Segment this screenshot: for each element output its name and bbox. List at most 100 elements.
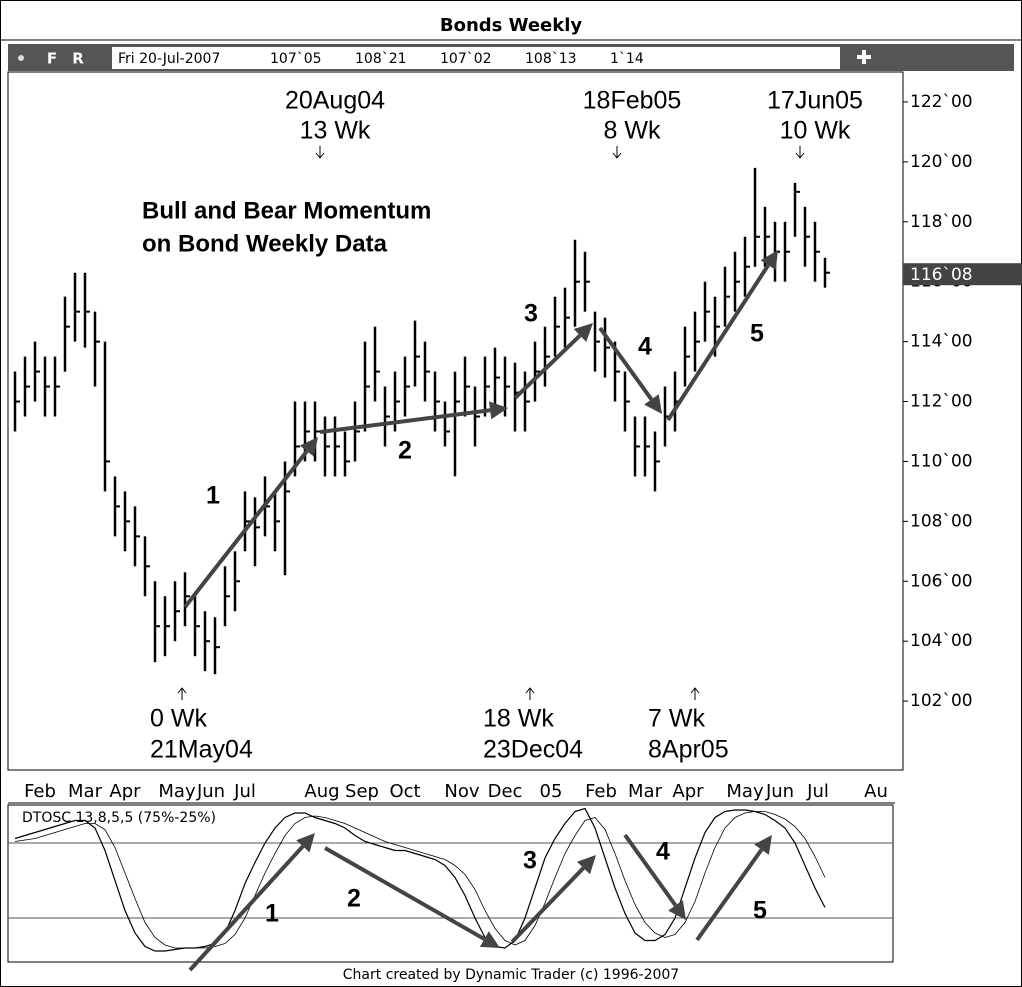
x-tick-label: Jul bbox=[806, 781, 829, 802]
quote-text: 1`14 bbox=[610, 51, 644, 67]
x-tick-label: Dec bbox=[488, 781, 523, 802]
trend-arrow bbox=[510, 866, 585, 944]
annotation: 18Feb05 bbox=[583, 87, 682, 115]
annotation: 18 Wk bbox=[483, 705, 554, 733]
y-tick-label: 108`00 bbox=[910, 511, 973, 531]
quote-text: Fri 20-Jul-2007 bbox=[118, 51, 220, 67]
quote-text: 107`05 bbox=[270, 51, 322, 67]
oscillator-line bbox=[14, 807, 826, 952]
annotation-arrow bbox=[690, 687, 700, 700]
wave-label: 1 bbox=[265, 900, 279, 928]
last-price-box bbox=[903, 263, 1022, 286]
annotation: 17Jun05 bbox=[767, 87, 863, 115]
quote-box bbox=[112, 47, 840, 69]
window-title: Bonds Weekly bbox=[440, 15, 583, 36]
trend-arrow bbox=[319, 408, 491, 434]
x-tick-label: Mar bbox=[628, 781, 663, 802]
trend-arrow-head bbox=[668, 900, 686, 920]
y-tick-label: 118`00 bbox=[910, 212, 973, 232]
wave-label: 3 bbox=[524, 300, 538, 328]
trend-arrow-head bbox=[760, 250, 778, 271]
x-tick-label: Au bbox=[864, 781, 888, 802]
annotation-arrow bbox=[795, 146, 805, 159]
wave-label: 4 bbox=[638, 333, 652, 361]
x-tick-label: Jul bbox=[233, 781, 256, 802]
wave-label: 4 bbox=[656, 838, 670, 866]
x-tick-label: Apr bbox=[672, 781, 704, 802]
x-tick-label: Jun bbox=[765, 781, 794, 802]
trend-arrow bbox=[183, 449, 309, 609]
annotation: 10 Wk bbox=[780, 117, 851, 145]
wave-label: 1 bbox=[206, 482, 220, 510]
x-tick-label: Nov bbox=[444, 781, 479, 802]
trend-arrow bbox=[513, 334, 582, 400]
wave-label: 5 bbox=[750, 320, 764, 348]
wave-label: 2 bbox=[347, 885, 361, 913]
x-tick-label: Apr bbox=[109, 781, 141, 802]
y-tick-label: 104`00 bbox=[910, 631, 973, 651]
quote-text: 108`21 bbox=[355, 51, 407, 67]
y-tick-label: 120`00 bbox=[910, 152, 973, 172]
trend-arrow bbox=[598, 326, 654, 401]
x-tick-label: Sep bbox=[345, 781, 379, 802]
trend-arrow bbox=[666, 264, 770, 422]
annotation: 7 Wk bbox=[648, 705, 705, 733]
price-frame bbox=[7, 71, 904, 771]
quote-text: 108`13 bbox=[525, 51, 577, 67]
x-tick-label: May bbox=[158, 781, 196, 802]
annotation: 13 Wk bbox=[300, 117, 371, 145]
x-tick-label: Aug bbox=[304, 781, 339, 802]
x-tick-label: Feb bbox=[585, 781, 617, 802]
annotation: 20Aug04 bbox=[285, 87, 385, 115]
y-tick-label: 122`00 bbox=[910, 92, 973, 112]
trend-arrow-head bbox=[299, 437, 318, 457]
annotation: 8 Wk bbox=[604, 117, 661, 145]
oscillator-label: DTOSC 13,8,5,5 (75%-25%) bbox=[22, 810, 216, 826]
y-tick-label: 114`00 bbox=[910, 332, 973, 352]
y-tick-label: 106`00 bbox=[910, 571, 973, 591]
oscillator-frame bbox=[7, 804, 894, 963]
trend-arrow-head bbox=[489, 401, 508, 420]
y-tick-label: 102`00 bbox=[910, 691, 973, 711]
annotation-arrow bbox=[315, 146, 325, 159]
oscillator-line bbox=[14, 811, 826, 949]
chart-note: Bull and Bear Momentum bbox=[142, 197, 431, 224]
y-tick-label: 112`00 bbox=[910, 392, 973, 412]
annotation-arrow bbox=[612, 146, 622, 159]
toolbar-dot bbox=[18, 55, 24, 61]
chart-note: on Bond Weekly Data bbox=[142, 230, 388, 257]
x-tick-label: Mar bbox=[68, 781, 103, 802]
annotation: 0 Wk bbox=[150, 705, 207, 733]
annotation-arrow bbox=[177, 687, 187, 700]
annotation: 8Apr05 bbox=[648, 736, 729, 764]
trend-arrow-head bbox=[577, 855, 596, 875]
x-tick-label: May bbox=[726, 781, 764, 802]
trend-arrow bbox=[623, 833, 678, 907]
trend-arrow-head bbox=[479, 931, 500, 948]
toolbar-button[interactable]: F bbox=[47, 50, 57, 68]
trend-arrow bbox=[188, 844, 305, 972]
x-tick-label: 05 bbox=[540, 781, 563, 802]
x-tick-label: Jun bbox=[196, 781, 225, 802]
x-tick-label: Feb bbox=[24, 781, 56, 802]
annotation: 21May04 bbox=[150, 736, 253, 764]
trend-arrow bbox=[695, 848, 764, 942]
annotation-arrow bbox=[525, 687, 535, 700]
trend-arrow-head bbox=[644, 394, 662, 414]
trend-arrow bbox=[324, 846, 486, 941]
trend-arrow-head bbox=[296, 833, 315, 853]
footer: Chart created by Dynamic Trader (c) 1996… bbox=[343, 967, 679, 983]
wave-label: 5 bbox=[753, 897, 767, 925]
annotation: 23Dec04 bbox=[483, 736, 583, 764]
toolbar-button[interactable]: R bbox=[72, 50, 84, 68]
last-price-label: 116`08 bbox=[910, 265, 973, 285]
wave-label: 2 bbox=[398, 437, 412, 465]
quote-text: 107`02 bbox=[440, 51, 492, 67]
trend-arrow-head bbox=[573, 323, 593, 342]
plus-icon[interactable] bbox=[862, 50, 866, 64]
x-tick-label: Oct bbox=[389, 781, 420, 802]
wave-label: 3 bbox=[523, 847, 537, 875]
